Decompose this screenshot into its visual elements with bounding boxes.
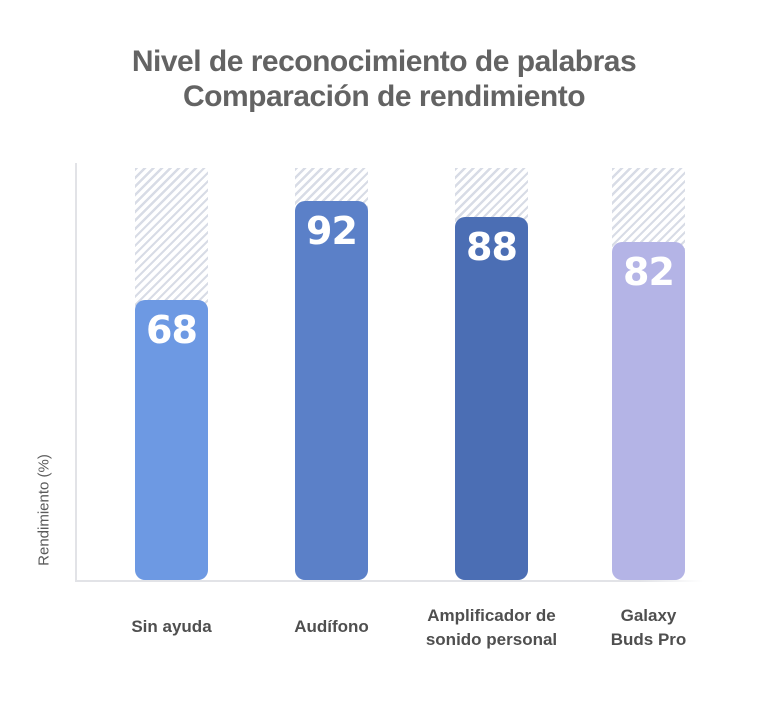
bar-value-label: 68 [146, 307, 198, 352]
y-axis-line [75, 163, 77, 582]
y-axis-label: Rendimiento (%) [35, 454, 53, 566]
bar-sin-ayuda: 68 [135, 299, 208, 580]
chart-title-line1: Nivel de reconocimiento de palabras [131, 45, 637, 78]
bar-column-galaxy-buds-pro: 82 Galaxy Buds Pro [611, 168, 686, 649]
category-label-sin-ayuda: Sin ayuda [131, 617, 212, 636]
category-label-audifono: Audífono [294, 617, 369, 636]
bar-value-label: 92 [306, 208, 358, 253]
bar-amplificador-de-sonido-personal: 88 [455, 217, 528, 580]
plot-area: 68 Sin ayuda 92 Audífono 88 Amplificador de so… [75, 163, 705, 649]
bar-column-sin-ayuda: 68 Sin ayuda [131, 168, 212, 636]
bar-value-label: 82 [623, 250, 675, 295]
chart-title: Nivel de reconocimiento de palabras Comp… [0, 44, 768, 114]
remainder-hatch [612, 168, 685, 255]
x-axis-line [75, 580, 703, 582]
remainder-hatch [135, 168, 208, 312]
chart-title-line2: Comparación de rendimiento [182, 80, 586, 113]
bar-column-audifono: 92 Audífono [294, 168, 369, 636]
bar-column-amplificador-de-sonido-personal: 88 Amplificador de sonido personal [426, 168, 557, 649]
bar-galaxy-buds-pro: 82 [612, 242, 685, 580]
bar-value-label: 88 [466, 225, 518, 270]
category-label-galaxy-buds-pro: Galaxy Buds Pro [610, 606, 687, 649]
bar-audifono: 92 [295, 200, 368, 580]
category-label-amplificador-de-sonido-personal: Amplificador de sonido personal [425, 606, 558, 649]
